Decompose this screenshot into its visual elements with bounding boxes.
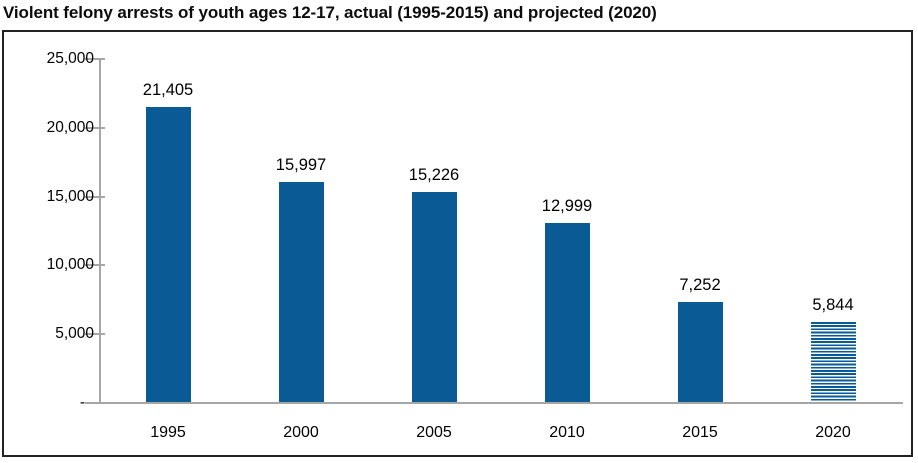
y-axis-tick-label: 25,000	[46, 50, 94, 67]
y-axis-tick-label: 20,000	[46, 118, 94, 136]
x-axis-line	[87, 402, 903, 404]
y-axis-tick-label: -	[79, 394, 85, 411]
y-axis-tick	[85, 402, 105, 404]
bar-value-label: 15,226	[408, 166, 460, 184]
x-category-label: 2020	[815, 424, 851, 441]
x-category-label: 2005	[416, 424, 452, 441]
bar	[544, 223, 590, 402]
x-category-label: 2015	[682, 424, 718, 441]
bar-value-label: 15,997	[275, 156, 327, 174]
x-category-label: 2010	[549, 424, 585, 441]
bar	[278, 182, 324, 402]
y-axis-line	[99, 58, 101, 404]
y-axis-tick	[85, 333, 105, 336]
bar-value-label: 5,844	[812, 296, 854, 314]
y-axis-tick	[85, 126, 105, 129]
y-axis-tick-label: 10,000	[46, 256, 94, 274]
y-axis-tick	[85, 264, 105, 267]
y-axis-tick-label: 5,000	[55, 325, 94, 343]
bar-value-label: 7,252	[679, 276, 721, 294]
bar	[411, 192, 457, 402]
y-axis-tick	[85, 58, 105, 60]
plot-area: 25,000 20,000 15,000 10,000 5,000 - 21,405 1995…	[4, 32, 911, 455]
y-axis-tick	[85, 195, 105, 198]
bar-projected	[810, 322, 856, 402]
chart-frame: 25,000 20,000 15,000 10,000 5,000 - 21,405 1995…	[2, 30, 913, 457]
y-axis-tick-label: 15,000	[46, 187, 94, 205]
bar	[145, 107, 191, 402]
bar-value-label: 21,405	[142, 81, 194, 99]
bar-value-label: 12,999	[541, 197, 593, 215]
bar	[677, 302, 723, 402]
x-category-label: 2000	[283, 424, 319, 441]
chart-title: Violent felony arrests of youth ages 12-…	[3, 3, 657, 22]
x-category-label: 1995	[150, 424, 186, 441]
